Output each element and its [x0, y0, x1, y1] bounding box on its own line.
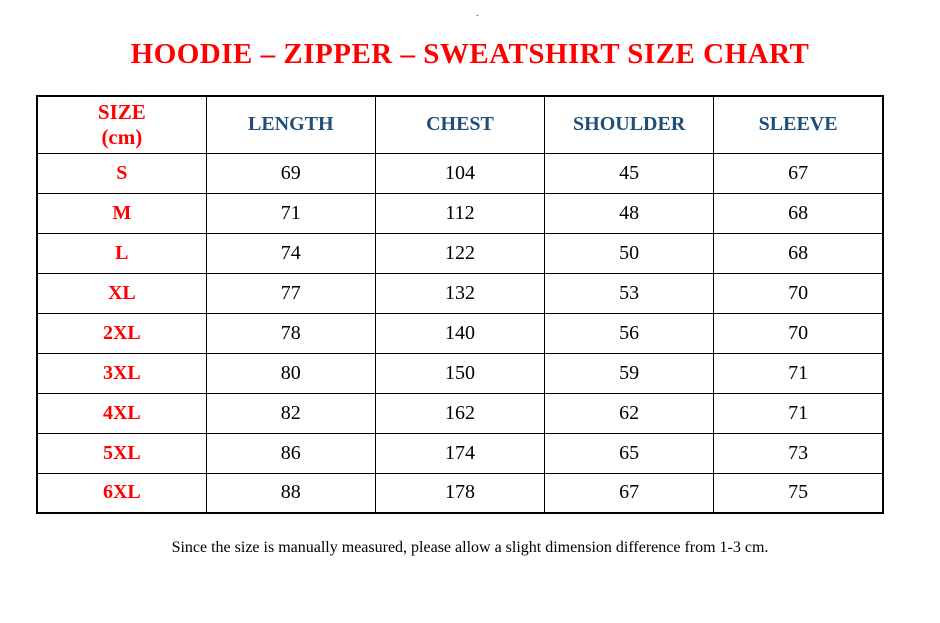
size-cell: M — [36, 192, 207, 234]
length-cell: 80 — [205, 352, 376, 394]
shoulder-cell: 50 — [544, 232, 715, 274]
length-cell: 77 — [205, 272, 376, 314]
table-header-row: SIZE (cm) LENGTH CHEST SHOULDER SLEEVE — [36, 95, 884, 154]
chest-cell: 122 — [374, 232, 546, 274]
size-cell: 6XL — [36, 472, 207, 514]
table-row: 4XL 82 162 62 71 — [36, 392, 884, 434]
column-header-sleeve: SLEEVE — [713, 95, 884, 154]
chest-cell: 140 — [374, 312, 546, 354]
size-cell: 2XL — [36, 312, 207, 354]
shoulder-cell: 48 — [544, 192, 715, 234]
page-title: HOODIE – ZIPPER – SWEATSHIRT SIZE CHART — [130, 38, 810, 70]
stray-dot: . — [476, 8, 479, 19]
chest-cell: 174 — [374, 432, 546, 474]
size-header-label: SIZE — [97, 99, 146, 124]
chest-cell: 132 — [374, 272, 546, 314]
sleeve-cell: 67 — [713, 152, 884, 194]
length-cell: 88 — [205, 472, 376, 514]
sleeve-cell: 71 — [713, 352, 884, 394]
size-cell: L — [36, 232, 207, 274]
size-cell: 4XL — [36, 392, 207, 434]
length-cell: 78 — [205, 312, 376, 354]
size-cell: 5XL — [36, 432, 207, 474]
table-row: 5XL 86 174 65 73 — [36, 432, 884, 474]
sleeve-cell: 75 — [713, 472, 884, 514]
shoulder-cell: 59 — [544, 352, 715, 394]
sleeve-cell: 70 — [713, 312, 884, 354]
size-chart-table: SIZE (cm) LENGTH CHEST SHOULDER SLEEVE S… — [36, 95, 884, 514]
length-cell: 71 — [205, 192, 376, 234]
sleeve-cell: 71 — [713, 392, 884, 434]
length-cell: 86 — [205, 432, 376, 474]
measurement-disclaimer: Since the size is manually measured, ple… — [171, 539, 769, 556]
chest-cell: 150 — [374, 352, 546, 394]
shoulder-cell: 53 — [544, 272, 715, 314]
size-cell: XL — [36, 272, 207, 314]
table-row: M 71 112 48 68 — [36, 192, 884, 234]
table-row: L 74 122 50 68 — [36, 232, 884, 274]
sleeve-cell: 73 — [713, 432, 884, 474]
length-cell: 82 — [205, 392, 376, 434]
chest-cell: 162 — [374, 392, 546, 434]
sleeve-cell: 70 — [713, 272, 884, 314]
column-header-shoulder: SHOULDER — [544, 95, 715, 154]
size-cell: S — [36, 152, 207, 194]
column-header-size: SIZE (cm) — [36, 95, 207, 154]
sleeve-cell: 68 — [713, 232, 884, 274]
chest-cell: 104 — [374, 152, 546, 194]
chest-cell: 112 — [374, 192, 546, 234]
shoulder-cell: 56 — [544, 312, 715, 354]
table-row: XL 77 132 53 70 — [36, 272, 884, 314]
shoulder-cell: 67 — [544, 472, 715, 514]
column-header-chest: CHEST — [374, 95, 546, 154]
size-header-unit: (cm) — [101, 124, 143, 149]
table-row: 2XL 78 140 56 70 — [36, 312, 884, 354]
table-row: 6XL 88 178 67 75 — [36, 472, 884, 514]
shoulder-cell: 45 — [544, 152, 715, 194]
shoulder-cell: 62 — [544, 392, 715, 434]
table-row: 3XL 80 150 59 71 — [36, 352, 884, 394]
column-header-length: LENGTH — [205, 95, 376, 154]
chest-cell: 178 — [374, 472, 546, 514]
shoulder-cell: 65 — [544, 432, 715, 474]
length-cell: 69 — [205, 152, 376, 194]
length-cell: 74 — [205, 232, 376, 274]
sleeve-cell: 68 — [713, 192, 884, 234]
table-row: S 69 104 45 67 — [36, 152, 884, 194]
size-cell: 3XL — [36, 352, 207, 394]
